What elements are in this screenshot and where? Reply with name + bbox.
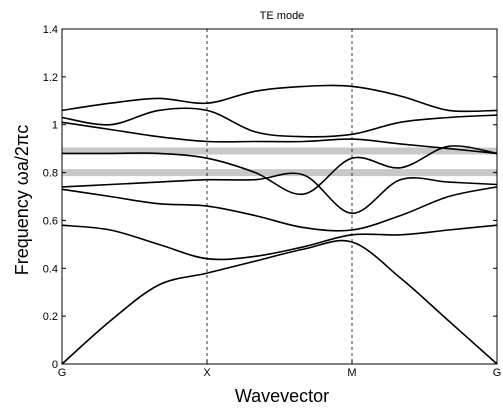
x-tick-label: G [58,367,67,379]
band-6 [61,121,498,155]
y-tick-label: 0.4 [43,263,58,275]
band-5 [62,145,498,195]
band-1 [61,239,498,365]
plot-border [61,28,498,365]
band-3 [61,186,498,232]
band-4 [61,172,498,215]
x-tick-label: X [203,367,211,379]
chart-title: TE mode [260,10,305,22]
band-series [61,84,498,365]
symmetry-lines [206,29,353,364]
x-tick-label: G [493,367,502,379]
y-axis-label: Frequency ωa/2πc [12,125,32,276]
y-tick-label: 0.8 [43,168,58,180]
x-axis-label: Wavevector [235,386,329,406]
y-tick-label: 1 [52,120,58,132]
band-7 [61,107,498,138]
y-tick-label: 0.6 [43,215,58,227]
x-tick-label: M [347,367,356,379]
band-8 [61,84,498,113]
y-tick-label: 1.4 [43,24,58,36]
band-2 [61,224,498,261]
y-tick-label: 1.2 [43,72,58,84]
y-tick-label: 0 [52,359,58,371]
y-tick-label: 0.2 [43,311,58,323]
gap-bands [62,147,497,177]
plot-frame [61,28,498,365]
y-ticks: 0 0.2 0.4 0.6 0.8 1 1.2 1.4 [43,24,497,371]
